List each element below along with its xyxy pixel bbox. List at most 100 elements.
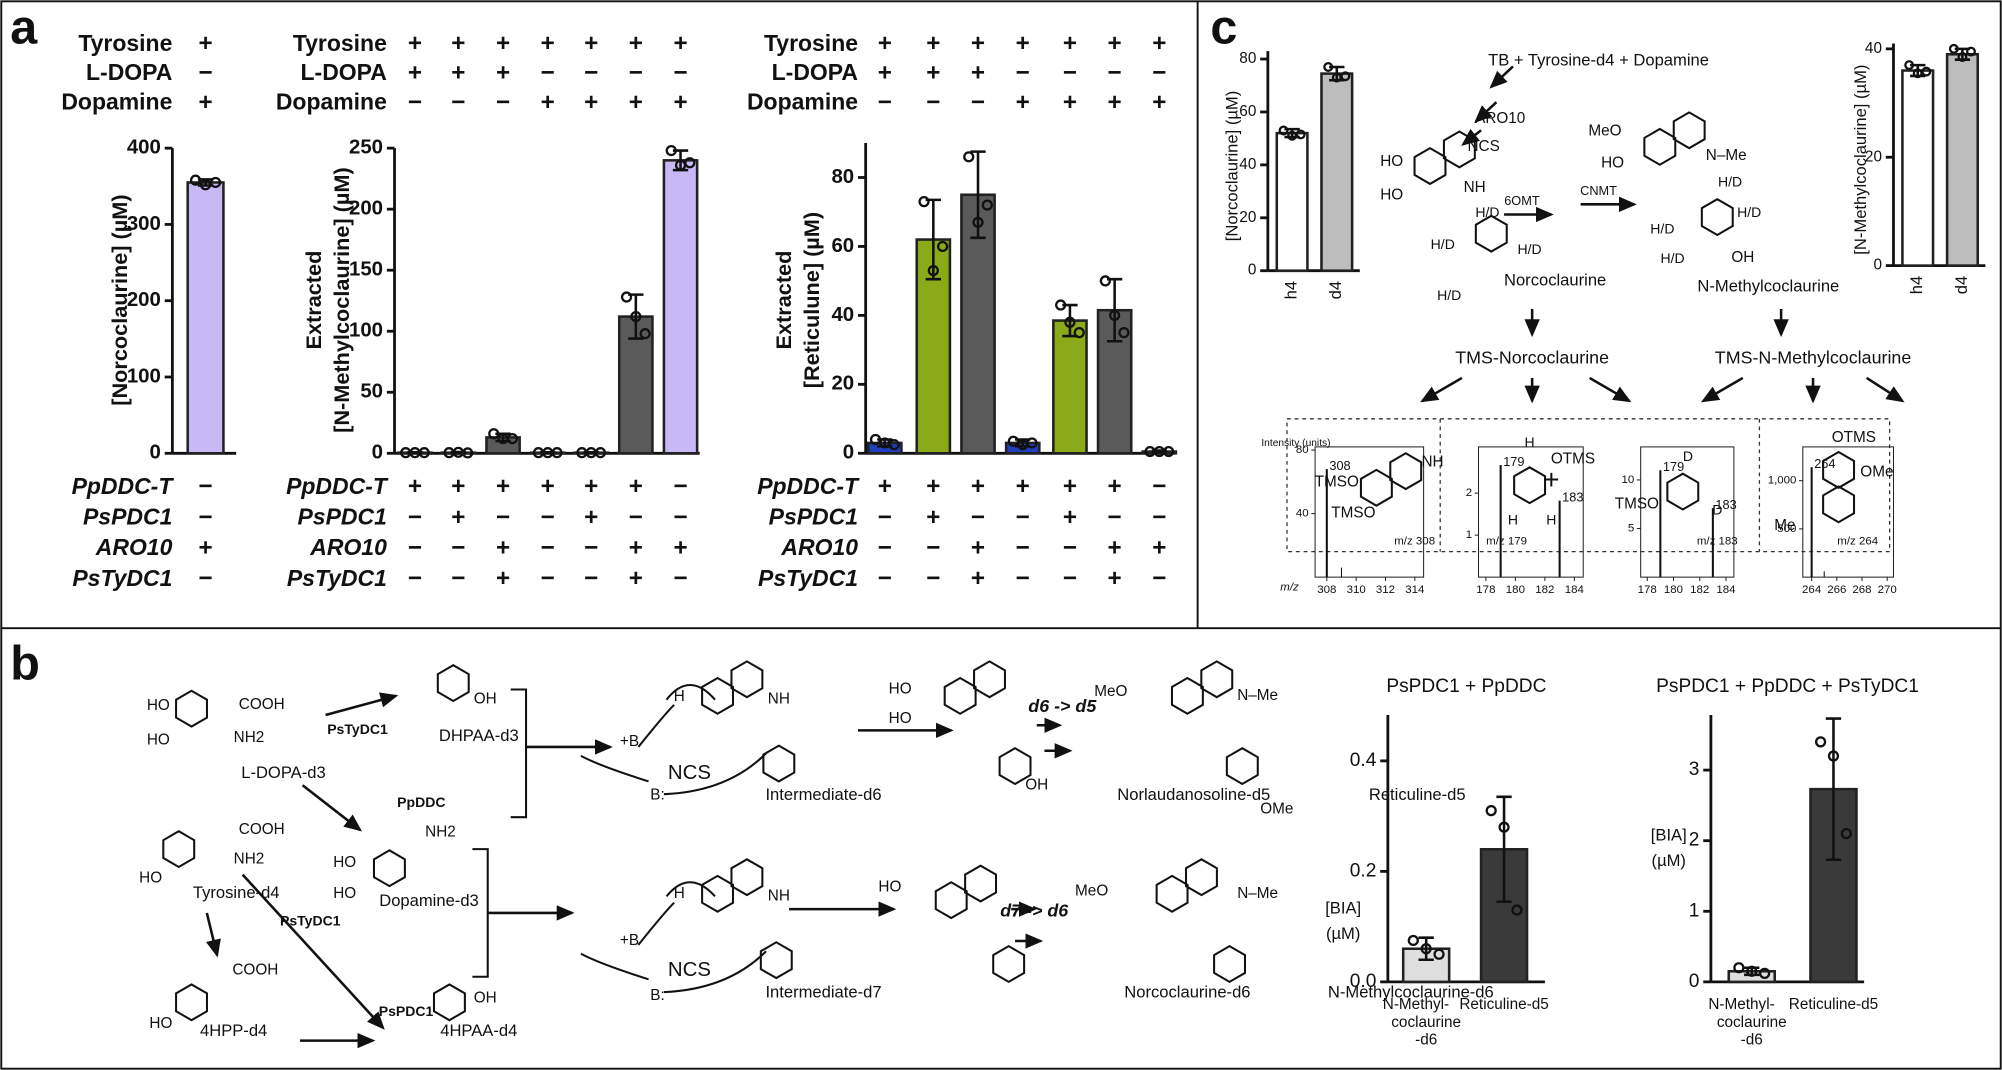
diagram-label: NH xyxy=(768,887,790,904)
condition-mark: − xyxy=(541,504,555,531)
ring xyxy=(1666,472,1700,511)
condition-mark: − xyxy=(408,534,422,561)
condition-mark: − xyxy=(1016,504,1030,531)
condition-mark: + xyxy=(1063,89,1077,116)
x-tick-label: Reticuline-d5 xyxy=(1459,996,1548,1013)
ring xyxy=(1822,485,1856,524)
diagram-label: Tyrosine-d4 xyxy=(193,883,280,902)
condition-mark: − xyxy=(198,565,212,592)
diagram-label: HO xyxy=(333,885,356,902)
diagram-label: B: xyxy=(650,787,664,804)
x-tick-label: 308 xyxy=(1317,584,1336,596)
diagram-label: H/D xyxy=(1518,241,1542,257)
y-tick-label: 40 xyxy=(1296,508,1309,520)
ring xyxy=(1155,874,1189,913)
diagram-label: 4HPAA-d4 xyxy=(440,1021,517,1040)
condition-mark: + xyxy=(926,59,940,86)
replicate-point xyxy=(1064,316,1076,328)
diagram-label: H xyxy=(1546,512,1556,528)
peak-label: 264 xyxy=(1814,456,1835,471)
condition-mark: + xyxy=(926,30,940,57)
diagram-label: H/D xyxy=(1650,221,1674,237)
diagram-label: OMe xyxy=(1860,463,1893,480)
arrow xyxy=(1588,376,1632,403)
chart-title: PsPDC1 + PpDDC xyxy=(1386,676,1546,697)
y-axis-label: [BIA] xyxy=(1325,898,1361,917)
replicate-point xyxy=(1746,965,1758,977)
condition-mark: − xyxy=(1152,565,1166,592)
condition-mark: − xyxy=(926,534,940,561)
y-tick-label: 0 xyxy=(150,442,161,464)
condition-mark: + xyxy=(971,473,985,500)
diagram-label: B: xyxy=(650,987,664,1004)
diagram-label: OH xyxy=(474,990,497,1007)
diagram-label: DHPAA-d3 xyxy=(439,726,519,745)
condition-mark: − xyxy=(1152,473,1166,500)
replicate-point xyxy=(1099,275,1111,287)
diagram-label: OH xyxy=(474,691,497,708)
y-tick-label: 40 xyxy=(831,304,854,326)
x-tick-label: 264 xyxy=(1802,584,1822,596)
y-tick-label: 150 xyxy=(349,259,383,281)
condition-label: ARO10 xyxy=(780,534,858,560)
y-tick-label: 60 xyxy=(831,235,854,257)
diagram-label: H/D xyxy=(1431,236,1455,252)
condition-mark: − xyxy=(1016,534,1030,561)
condition-mark: − xyxy=(1063,565,1077,592)
x-tick-label: d4 xyxy=(1952,276,1971,294)
y-axis-label: Extracted xyxy=(771,251,796,350)
condition-mark: + xyxy=(1108,534,1122,561)
diagram-label: d6 -> d5 xyxy=(1028,696,1097,716)
diagram-label: m/z 183 xyxy=(1697,535,1738,547)
y-tick-label: 100 xyxy=(127,365,161,387)
diagram-label: ARO10 xyxy=(1475,110,1525,127)
diagram-label: OH xyxy=(1731,249,1754,266)
condition-mark: − xyxy=(584,565,598,592)
condition-mark: − xyxy=(673,504,687,531)
y-axis-label: [Reticulune] (µM) xyxy=(799,212,824,388)
replicate-point xyxy=(1055,299,1067,311)
spectrum-frame xyxy=(1478,446,1584,578)
replicate-point xyxy=(1904,60,1915,71)
diagram-label: N-Methylcoclaurine xyxy=(1697,277,1839,296)
condition-mark: − xyxy=(451,565,465,592)
peak-label: 179 xyxy=(1503,454,1524,469)
condition-mark: + xyxy=(878,473,892,500)
diagram-label: + xyxy=(1543,464,1559,495)
condition-label: Dopamine xyxy=(61,89,172,115)
condition-mark: + xyxy=(629,534,643,561)
ring xyxy=(730,660,764,699)
arrow xyxy=(1489,65,1514,89)
diagram-label: TMSO xyxy=(1615,495,1659,512)
x-tick-label: 182 xyxy=(1535,584,1554,596)
diagram-label: N–Me xyxy=(1706,147,1747,164)
peak-label: 308 xyxy=(1329,458,1350,473)
y-tick-label: 400 xyxy=(127,137,161,159)
diagram-label: NH2 xyxy=(234,850,265,867)
error-bar xyxy=(1496,795,1512,904)
bar xyxy=(1945,52,1980,267)
diagram-label: D xyxy=(1683,448,1693,464)
diagram-label: Norcoclaurine xyxy=(1504,270,1606,289)
y-tick-label: 80 xyxy=(1239,50,1256,67)
replicate-point xyxy=(462,447,474,459)
condition-mark: + xyxy=(629,30,643,57)
replicate-point xyxy=(1511,904,1523,916)
y-tick-label: 300 xyxy=(127,213,161,235)
mechanism-curve xyxy=(580,881,767,994)
condition-label: PpDDC-T xyxy=(757,473,860,499)
condition-mark: − xyxy=(496,504,510,531)
diagram-label: NH xyxy=(1464,179,1486,196)
diagram-label: HO xyxy=(1601,155,1624,172)
replicate-point xyxy=(1966,46,1976,57)
condition-mark: + xyxy=(629,473,643,500)
condition-mark: − xyxy=(451,534,465,561)
condition-mark: − xyxy=(673,565,687,592)
bracket xyxy=(510,688,528,819)
condition-mark: − xyxy=(971,89,985,116)
condition-mark: + xyxy=(451,473,465,500)
arrow xyxy=(1701,376,1744,403)
condition-mark: + xyxy=(451,59,465,86)
condition-mark: + xyxy=(451,504,465,531)
chart-title: PsPDC1 + PpDDC + PsTyDC1 xyxy=(1656,676,1919,697)
